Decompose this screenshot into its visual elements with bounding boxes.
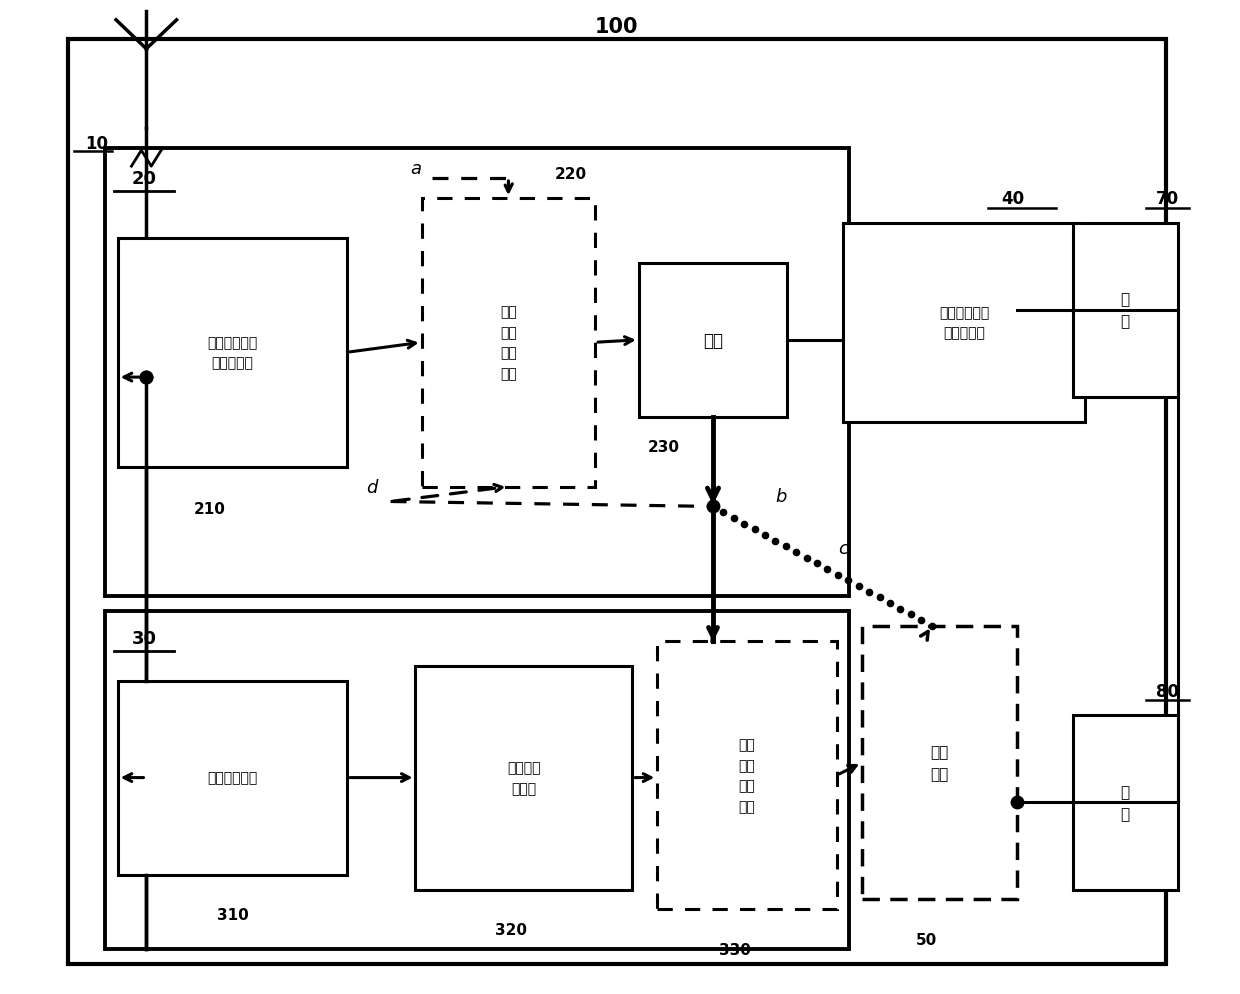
Bar — [1073, 716, 1178, 890]
Text: 信号解调单元: 信号解调单元 — [207, 770, 258, 785]
Text: 30: 30 — [131, 629, 156, 647]
Text: 第二
开关
驱动
单元: 第二 开关 驱动 单元 — [739, 738, 755, 813]
Text: c: c — [838, 540, 848, 558]
Text: 70: 70 — [1156, 190, 1179, 208]
Bar — [68, 40, 1166, 964]
Bar — [415, 666, 632, 890]
Text: 100: 100 — [594, 17, 639, 37]
Text: 10: 10 — [86, 135, 108, 153]
Bar — [105, 611, 849, 949]
Text: 设
备: 设 备 — [1121, 784, 1130, 821]
Bar — [105, 149, 849, 596]
Bar — [639, 263, 787, 417]
Text: 310: 310 — [217, 907, 248, 922]
Text: 20: 20 — [131, 170, 156, 188]
Text: 受控
模块: 受控 模块 — [930, 745, 949, 781]
Text: 无线能量接收
与恢复单元: 无线能量接收 与恢复单元 — [207, 336, 258, 370]
Text: 320: 320 — [496, 921, 527, 937]
Text: 50: 50 — [916, 931, 937, 947]
Text: 40: 40 — [1001, 190, 1024, 208]
Text: 开关: 开关 — [703, 331, 723, 350]
Bar — [843, 224, 1085, 422]
Text: 电
池: 电 池 — [1121, 292, 1130, 329]
Bar — [118, 239, 347, 467]
Text: 230: 230 — [647, 439, 680, 455]
Text: 330: 330 — [719, 941, 750, 957]
Bar — [118, 681, 347, 875]
Text: 解码与控
制单元: 解码与控 制单元 — [507, 760, 541, 795]
Text: a: a — [410, 160, 420, 178]
Bar — [422, 199, 595, 487]
Text: 220: 220 — [554, 166, 587, 182]
Text: 第一
开关
驱动
单元: 第一 开关 驱动 单元 — [500, 305, 517, 381]
Text: b: b — [775, 488, 787, 506]
Text: 210: 210 — [193, 501, 226, 517]
Bar — [862, 626, 1017, 900]
Text: 环境能源收集
与储存单元: 环境能源收集 与储存单元 — [939, 306, 990, 340]
Bar — [657, 641, 837, 910]
Text: 80: 80 — [1156, 682, 1179, 700]
Bar — [1073, 224, 1178, 398]
Text: d: d — [366, 478, 378, 496]
